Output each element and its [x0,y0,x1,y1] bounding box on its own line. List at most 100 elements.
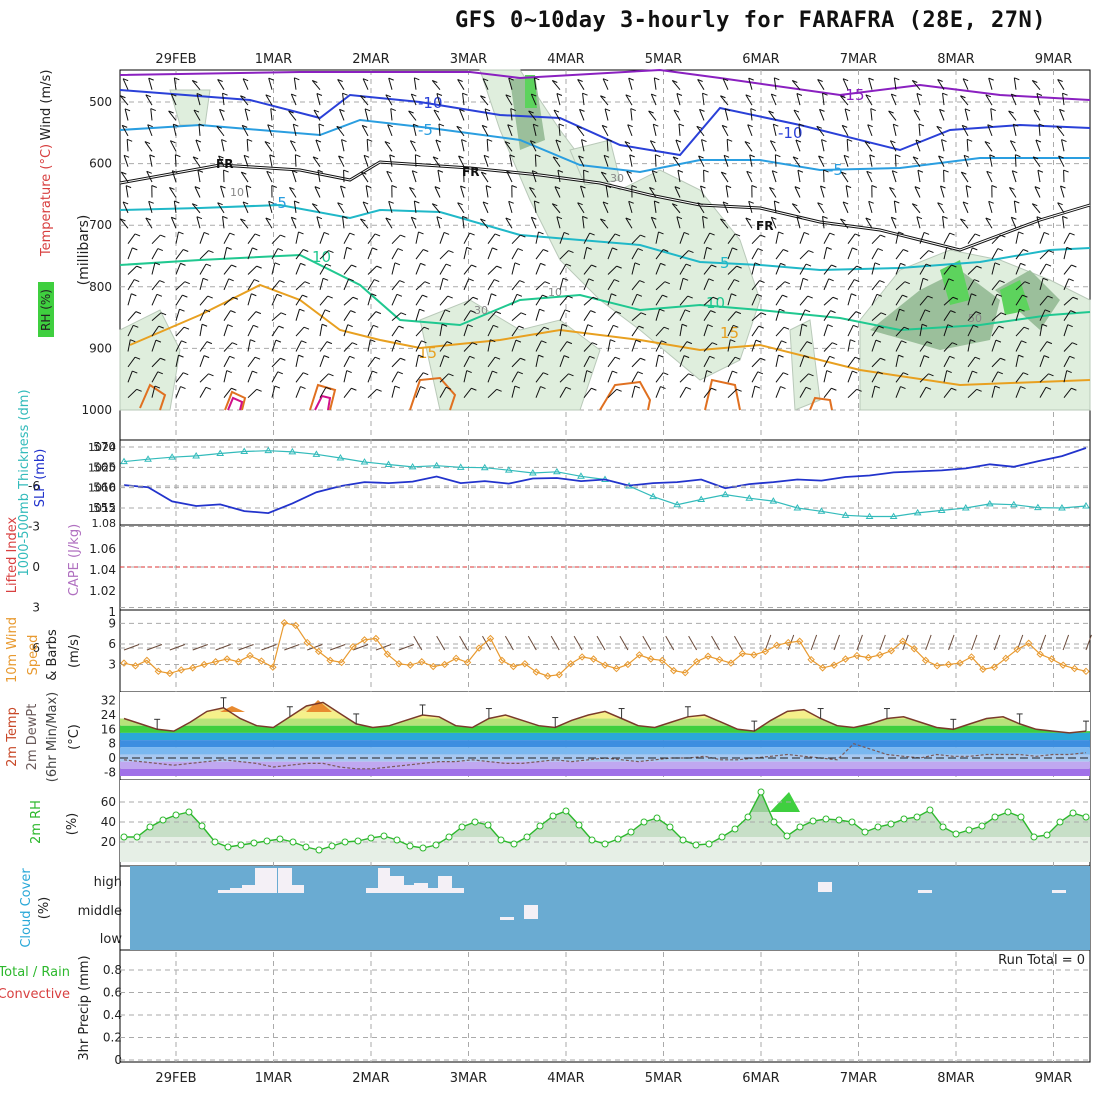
wind-barb [775,309,780,321]
rh-marker [653,814,661,822]
wind-barb [823,278,830,291]
thickness-tick: 565 [93,460,116,474]
wind-barb [271,357,281,368]
wind-barb [679,387,687,398]
cape-tick: 1 [108,605,116,619]
wind10-marker [418,658,426,666]
wind-barb [318,123,321,136]
wind-barb [821,139,827,143]
wind-barb [292,170,298,174]
precip-tick: 0 [114,1053,122,1067]
wind-barb [216,125,225,137]
wind-barb [216,125,222,129]
wind-barb [911,203,921,214]
wind-barb [561,323,568,327]
wind-barb [487,265,497,275]
wind-barb [629,154,633,167]
wind-barb [120,218,126,222]
wind-barb [154,385,161,389]
wind-barb [949,355,955,359]
wind-barb [783,372,789,376]
wind-barb [1013,123,1019,127]
wind-barb [985,217,993,229]
wind-barb [439,387,447,398]
wind-barb [917,169,924,173]
wind-barb [1059,109,1065,121]
wind-barb [578,155,584,159]
wind-barb [366,139,369,152]
wind-barb [127,370,133,383]
wind-barb [986,171,993,183]
wind-barb [151,185,157,188]
rh-marker [1043,831,1051,839]
wind10-marker [395,660,403,668]
upper-label-wind: Wind (m/s) [39,70,54,141]
wind-barb [748,201,753,214]
thickness-tick: 570 [93,440,116,454]
wind-barb [168,110,177,121]
wind-barb [343,387,352,398]
wind-barb [708,278,714,282]
wind-barb [1043,355,1050,359]
wind-barb [871,185,877,188]
wind10-marker [864,653,873,662]
wind-barb [697,79,705,90]
wind-barb [295,231,299,244]
wind-barb [456,125,462,129]
wind-barb [749,154,755,158]
wind-barb [895,309,900,321]
wind10-marker [887,647,896,655]
wind-barb [420,262,426,266]
wind-barb [1023,326,1030,330]
rh-marker [315,846,323,854]
wind-barb [367,247,373,260]
wind10-barb [971,634,978,651]
wind-barb [735,311,742,315]
wind-barb [799,373,809,383]
wind-barb [439,250,449,260]
wind-barb [468,278,474,282]
wind-barb [840,95,846,99]
wind10-marker [990,663,999,671]
wind-barb [727,233,736,244]
wind-barb [967,325,974,337]
wind-barb [822,215,828,219]
wind-barb [127,233,136,244]
wind-barb [194,186,201,190]
wind-barb [532,124,537,136]
wind-barb [678,123,685,127]
wind-barb [676,93,681,106]
wind-barb [342,92,348,96]
wind-barb [367,356,376,368]
wind-barb [806,341,813,345]
wind-barb [755,339,762,343]
wind-barb [602,78,609,82]
wind-barb [337,79,343,82]
wind-barb [217,202,223,206]
wind-barb [529,187,537,198]
wind-barb [361,125,369,137]
wind-barb [199,373,209,383]
wind-barb [1070,310,1076,314]
rh-contour-label: 50 [968,312,982,325]
wind-barb [895,281,906,291]
wind-barb [463,370,468,383]
slp-tick: 1020 [88,461,116,474]
wind-barb [967,233,976,244]
wind-barb [576,125,585,137]
thickness-marker [528,469,537,476]
wind-barb [878,325,884,329]
temp-contour-25 [314,394,332,411]
wind-barb [457,79,463,82]
wind-barb [730,339,736,343]
wind-barb [445,263,452,267]
wind-barb [751,248,759,260]
wind-barb [775,372,784,383]
wind-barb [895,263,901,275]
pressure-tick: 800 [89,280,112,294]
wind-barb [792,80,798,83]
wind-barb [731,293,737,297]
wind-barb [889,187,897,198]
wind-barb [840,171,849,183]
wind-barb [199,295,209,306]
